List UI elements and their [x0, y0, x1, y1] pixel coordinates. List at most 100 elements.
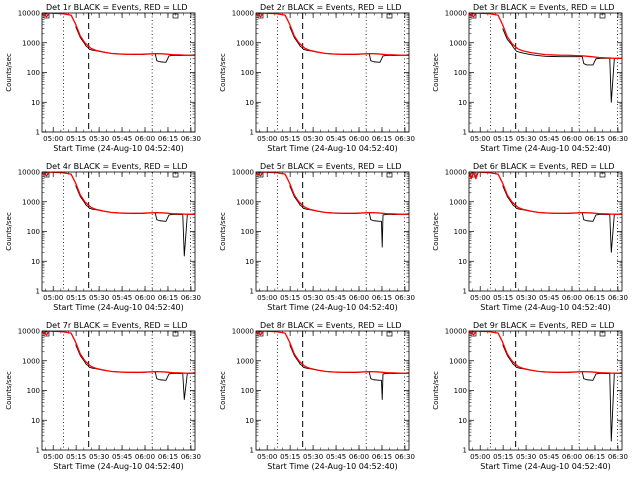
panel-det-6: Det 6r BLACK = Events, RED = LLD Counts/s… [432, 162, 628, 312]
x-tick-label: 05:30 [516, 294, 536, 302]
series-line-events [502, 28, 622, 103]
series-line-events [75, 185, 195, 257]
y-tick-label: 1000 [449, 357, 467, 365]
y-axis-label: Counts/sec [219, 212, 227, 251]
panel-title: Det 1r BLACK = Events, RED = LLD [46, 3, 188, 12]
plot-frame [468, 171, 623, 292]
panel-det-1: Det 1r BLACK = Events, RED = LLD Counts/s… [5, 3, 201, 153]
x-axis-label: Start Time (24-Aug-10 04:52:40) [53, 462, 184, 471]
panel-title: Det 5r BLACK = Events, RED = LLD [260, 162, 402, 171]
y-axis-label: Counts/sec [5, 53, 13, 92]
x-tick-label: 06:30 [181, 135, 201, 143]
series-line-lld [256, 331, 409, 374]
x-tick-label: 05:30 [303, 294, 323, 302]
x-tick-label: 05:00 [257, 453, 277, 461]
panel-det-4: Det 4r BLACK = Events, RED = LLD Counts/s… [5, 162, 201, 312]
plot-frame [255, 171, 410, 292]
x-axis-label: Start Time (24-Aug-10 04:52:40) [480, 303, 611, 312]
x-tick-label: 06:00 [562, 453, 582, 461]
y-tick-label: 10 [245, 417, 254, 425]
y-axis-label: Counts/sec [432, 371, 440, 410]
panel-det-5: Det 5r BLACK = Events, RED = LLD Counts/s… [219, 162, 415, 312]
series-line-events [289, 185, 409, 248]
plot-frame [468, 330, 623, 451]
y-tick-label: 100 [27, 69, 40, 77]
x-tick-label: 05:15 [66, 135, 86, 143]
plot-frame [41, 171, 196, 292]
y-tick-label: 1 [463, 288, 467, 296]
y-tick-label: 10000 [445, 10, 467, 18]
x-axis-label: Start Time (24-Aug-10 04:52:40) [267, 144, 398, 153]
y-axis-label: Counts/sec [219, 53, 227, 92]
x-tick-label: 05:45 [539, 453, 559, 461]
x-tick-label: 05:00 [43, 294, 63, 302]
panel-title: Det 4r BLACK = Events, RED = LLD [46, 162, 188, 171]
top-edge-marker [172, 13, 179, 19]
panel-det-7: Det 7r BLACK = Events, RED = LLD Counts/s… [5, 321, 201, 471]
y-tick-label: 1000 [22, 39, 40, 47]
x-tick-label: 05:00 [470, 453, 490, 461]
panel-title: Det 2r BLACK = Events, RED = LLD [260, 3, 402, 12]
y-tick-label: 1 [36, 447, 40, 455]
y-tick-label: 10 [245, 99, 254, 107]
x-tick-label: 06:30 [395, 453, 415, 461]
series-line-lld [42, 13, 195, 56]
panel-title: Det 9r BLACK = Events, RED = LLD [473, 321, 615, 330]
x-tick-label: 05:00 [43, 135, 63, 143]
x-tick-label: 06:30 [181, 294, 201, 302]
x-tick-label: 05:00 [257, 294, 277, 302]
top-edge-marker [172, 331, 179, 337]
x-tick-label: 05:30 [516, 135, 536, 143]
series-line-lld [469, 172, 622, 215]
x-tick-label: 06:30 [395, 135, 415, 143]
x-tick-label: 06:15 [585, 453, 605, 461]
panel-title: Det 8r BLACK = Events, RED = LLD [260, 321, 402, 330]
panel-det-3: Det 3r BLACK = Events, RED = LLD Counts/s… [432, 3, 628, 153]
y-axis-label: Counts/sec [219, 371, 227, 410]
x-tick-label: 06:30 [181, 453, 201, 461]
top-edge-marker [172, 172, 179, 178]
x-axis-label: Start Time (24-Aug-10 04:52:40) [480, 144, 611, 153]
series-line-events [75, 26, 195, 63]
plot-frame [255, 12, 410, 133]
top-edge-marker [43, 331, 50, 337]
y-tick-label: 1 [250, 447, 254, 455]
y-tick-label: 10 [458, 99, 467, 107]
y-axis-label: Counts/sec [432, 53, 440, 92]
x-tick-label: 05:45 [326, 135, 346, 143]
x-tick-label: 06:30 [608, 294, 628, 302]
top-edge-marker [43, 13, 50, 19]
y-tick-label: 10000 [232, 10, 254, 18]
panel-title: Det 3r BLACK = Events, RED = LLD [473, 3, 615, 12]
x-tick-label: 05:00 [43, 453, 63, 461]
x-tick-label: 05:30 [303, 453, 323, 461]
x-tick-label: 06:00 [349, 135, 369, 143]
y-tick-label: 1000 [236, 39, 254, 47]
y-tick-label: 1000 [449, 198, 467, 206]
x-tick-label: 06:00 [135, 135, 155, 143]
series-line-lld [42, 172, 195, 215]
y-tick-label: 10000 [445, 169, 467, 177]
x-tick-label: 06:15 [372, 294, 392, 302]
top-edge-marker [599, 13, 606, 19]
series-line-lld [469, 13, 622, 59]
panel-det-2: Det 2r BLACK = Events, RED = LLD Counts/s… [219, 3, 415, 153]
x-tick-label: 05:30 [89, 135, 109, 143]
panel-det-9: Det 9r BLACK = Events, RED = LLD Counts/s… [432, 321, 628, 471]
panel-det-8: Det 8r BLACK = Events, RED = LLD Counts/s… [219, 321, 415, 471]
x-tick-label: 06:15 [372, 453, 392, 461]
x-tick-label: 06:15 [158, 135, 178, 143]
top-edge-marker [470, 13, 477, 19]
y-tick-label: 1000 [449, 39, 467, 47]
top-edge-marker [386, 172, 393, 178]
x-tick-label: 05:45 [112, 294, 132, 302]
x-tick-label: 05:30 [89, 294, 109, 302]
y-tick-label: 100 [27, 228, 40, 236]
x-tick-label: 05:15 [280, 294, 300, 302]
x-tick-label: 06:15 [158, 294, 178, 302]
y-axis-label: Counts/sec [5, 212, 13, 251]
y-tick-label: 1 [36, 288, 40, 296]
x-tick-label: 05:30 [303, 135, 323, 143]
x-tick-label: 06:30 [395, 294, 415, 302]
